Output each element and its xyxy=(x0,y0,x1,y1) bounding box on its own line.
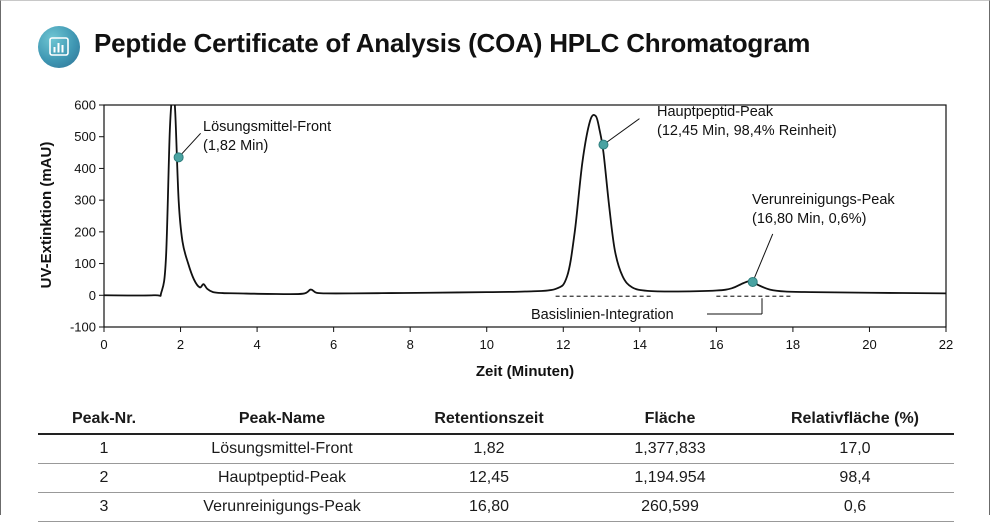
x-tick-label: 2 xyxy=(177,337,184,352)
hplc-chromatogram: UV-Extinktion (mAU) Zeit (Minuten) 0 2 4 6 8… xyxy=(38,98,953,381)
annotation-label: (1,82 Min) xyxy=(203,138,268,154)
cell-area: 1,377,833 xyxy=(584,434,756,464)
y-tick-label: 0 xyxy=(89,288,96,303)
y-tick-label: 200 xyxy=(74,224,96,239)
col-retention-time: Retentionszeit xyxy=(394,405,584,435)
x-axis-label: Zeit (Minuten) xyxy=(476,363,574,380)
x-tick-label: 8 xyxy=(407,337,414,352)
cell-peak-nr: 1 xyxy=(38,434,170,464)
x-tick-label: 16 xyxy=(709,337,723,352)
cell-retention-time: 1,82 xyxy=(394,434,584,464)
chromatogram-line xyxy=(104,105,946,297)
table-header-row: Peak-Nr. Peak-Name Retentionszeit Fläche… xyxy=(38,405,954,435)
peak-marker xyxy=(173,152,184,163)
col-relative-area: Relativfläche (%) xyxy=(756,405,954,435)
page-title: Peptide Certificate of Analysis (COA) HP… xyxy=(94,28,811,58)
x-tick-label: 10 xyxy=(479,337,493,352)
table-row: 3 Verunreinigungs-Peak 16,80 260,599 0,6 xyxy=(38,492,954,522)
annotation-label: Basislinien-Integration xyxy=(531,307,674,323)
annotation-label: (12,45 Min, 98,4% Reinheit) xyxy=(657,123,837,139)
x-tick-label: 20 xyxy=(862,337,876,352)
y-tick-label: -100 xyxy=(70,320,96,335)
plot-frame xyxy=(103,104,947,328)
y-tick-label: 600 xyxy=(74,98,96,113)
y-axis-label: UV-Extinktion (mAU) xyxy=(38,142,55,289)
peak-marker xyxy=(598,139,609,150)
annotation-label: Lösungsmittel-Front xyxy=(203,119,331,135)
y-tick-label: 500 xyxy=(74,129,96,144)
cell-area: 260,599 xyxy=(584,492,756,522)
table-row: 1 Lösungsmittel-Front 1,82 1,377,833 17,… xyxy=(38,434,954,464)
cell-retention-time: 16,80 xyxy=(394,492,584,522)
leader-line xyxy=(178,132,202,158)
x-tick-label: 22 xyxy=(939,337,953,352)
cell-relative-area: 17,0 xyxy=(756,434,954,464)
annotation-label: (16,80 Min, 0,6%) xyxy=(752,211,866,227)
y-tick-label: 400 xyxy=(74,161,96,176)
annotation-label: Hauptpeptid-Peak xyxy=(657,104,774,120)
cell-retention-time: 12,45 xyxy=(394,463,584,493)
annotation-label: Verunreinigungs-Peak xyxy=(752,192,895,208)
cell-relative-area: 98,4 xyxy=(756,463,954,493)
x-tick-label: 0 xyxy=(100,337,107,352)
cell-relative-area: 0,6 xyxy=(756,492,954,522)
peak-table: Peak-Nr. Peak-Name Retentionszeit Fläche… xyxy=(38,405,954,522)
bar-chart-icon xyxy=(38,26,80,68)
peak-marker xyxy=(747,276,758,287)
col-peak-name: Peak-Name xyxy=(170,405,394,435)
cell-peak-nr: 2 xyxy=(38,463,170,493)
cell-peak-name: Verunreinigungs-Peak xyxy=(170,492,394,522)
cell-area: 1,194.954 xyxy=(584,463,756,493)
x-tick-label: 12 xyxy=(556,337,570,352)
x-tick-label: 18 xyxy=(786,337,800,352)
cell-peak-name: Hauptpeptid-Peak xyxy=(170,463,394,493)
table-row: 2 Hauptpeptid-Peak 12,45 1,194.954 98,4 xyxy=(38,463,954,493)
col-peak-nr: Peak-Nr. xyxy=(38,405,170,435)
y-tick-label: 300 xyxy=(74,193,96,208)
x-tick-label: 6 xyxy=(330,337,337,352)
col-area: Fläche xyxy=(584,405,756,435)
y-tick-label: 100 xyxy=(74,256,96,271)
x-tick-label: 14 xyxy=(633,337,647,352)
cell-peak-name: Lösungsmittel-Front xyxy=(170,434,394,464)
leader-line xyxy=(752,233,774,283)
x-tick-label: 4 xyxy=(253,337,260,352)
cell-peak-nr: 3 xyxy=(38,492,170,522)
leader-line xyxy=(603,118,640,146)
